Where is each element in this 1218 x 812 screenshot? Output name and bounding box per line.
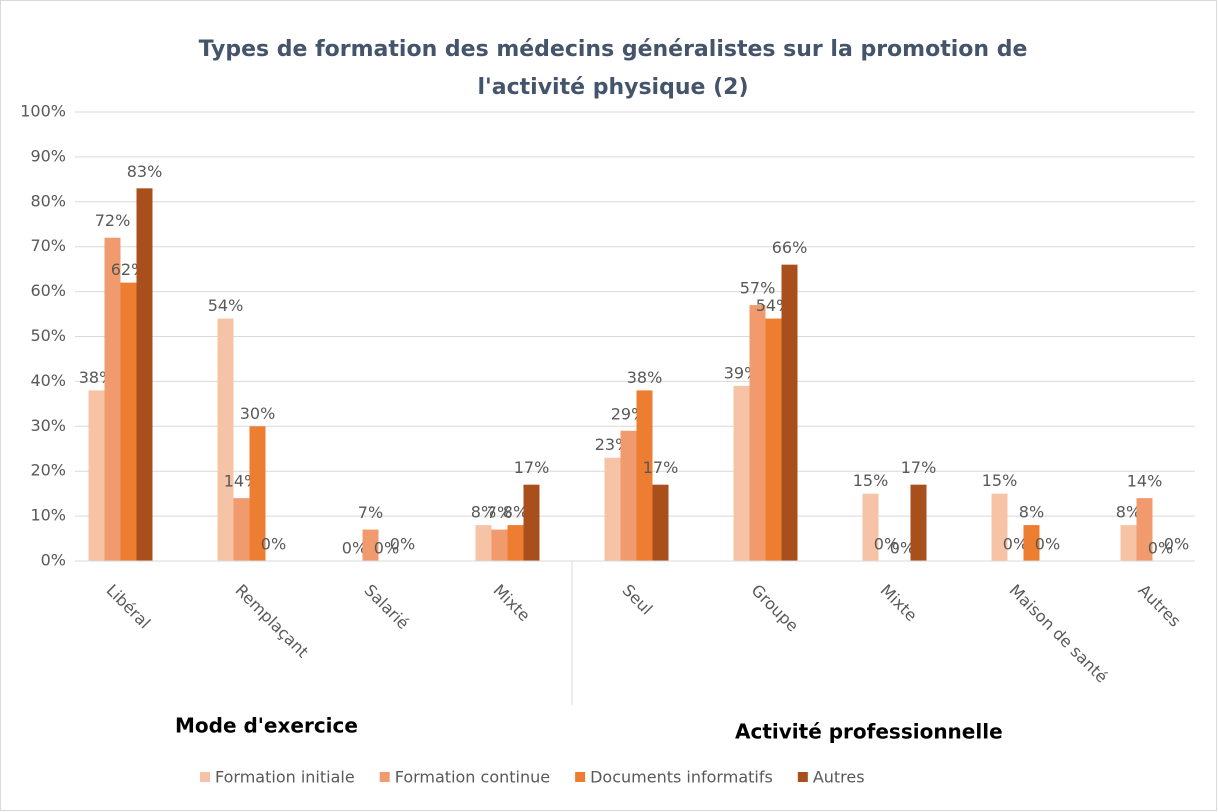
data-label: 8% bbox=[1116, 503, 1141, 522]
data-label: 15% bbox=[982, 471, 1018, 490]
data-label: 30% bbox=[240, 404, 276, 423]
data-label: 0% bbox=[374, 539, 399, 558]
bar bbox=[620, 430, 637, 561]
data-label: 17% bbox=[514, 458, 550, 477]
data-label: 66% bbox=[772, 238, 808, 257]
bar bbox=[749, 305, 766, 561]
data-label: 17% bbox=[643, 458, 679, 477]
chart-title: Types de formation des médecins générali… bbox=[199, 37, 1028, 62]
legend-swatch bbox=[379, 772, 390, 782]
bar bbox=[733, 385, 750, 561]
data-label: 0% bbox=[1164, 535, 1189, 554]
data-label: 83% bbox=[127, 162, 163, 181]
bar bbox=[781, 264, 798, 561]
bar bbox=[217, 318, 234, 561]
y-tick-label: 70% bbox=[30, 236, 66, 255]
legend-label: Documents informatifs bbox=[590, 768, 773, 787]
data-label: 0% bbox=[1148, 539, 1173, 558]
data-label: 0% bbox=[874, 535, 899, 554]
bar bbox=[233, 498, 250, 561]
data-label: 8% bbox=[503, 503, 528, 522]
data-label: 7% bbox=[358, 503, 383, 522]
bar bbox=[1120, 525, 1137, 561]
data-label: 57% bbox=[740, 279, 776, 298]
data-label: 72% bbox=[95, 211, 131, 230]
data-label: 0% bbox=[342, 539, 367, 558]
bar bbox=[765, 318, 782, 561]
data-label: 0% bbox=[890, 539, 915, 558]
data-label: 0% bbox=[1035, 535, 1060, 554]
group-label: Mode d'exercice bbox=[175, 714, 358, 738]
bar bbox=[362, 529, 379, 561]
bar bbox=[1023, 525, 1040, 561]
data-label: 0% bbox=[390, 535, 415, 554]
bar bbox=[910, 484, 927, 561]
bar bbox=[652, 484, 669, 561]
bar bbox=[104, 237, 121, 561]
bar bbox=[475, 525, 492, 561]
y-tick-label: 20% bbox=[30, 461, 66, 480]
bar bbox=[991, 493, 1008, 561]
data-label: 8% bbox=[471, 503, 496, 522]
legend-label: Formation continue bbox=[395, 768, 550, 787]
bar bbox=[636, 390, 653, 561]
y-tick-label: 40% bbox=[30, 371, 66, 390]
bar bbox=[249, 426, 266, 561]
y-tick-label: 80% bbox=[30, 191, 66, 210]
y-tick-label: 90% bbox=[30, 146, 66, 165]
legend-swatch bbox=[797, 772, 808, 782]
data-label: 8% bbox=[1019, 503, 1044, 522]
data-label: 0% bbox=[1003, 535, 1028, 554]
bar bbox=[523, 484, 540, 561]
legend-label: Autres bbox=[813, 768, 865, 787]
bar bbox=[1136, 498, 1153, 561]
legend-swatch bbox=[200, 772, 210, 782]
data-label: 0% bbox=[261, 535, 286, 554]
bar bbox=[136, 188, 153, 561]
legend-swatch bbox=[575, 772, 586, 782]
y-tick-label: 0% bbox=[41, 551, 66, 570]
bar bbox=[862, 493, 879, 561]
bar bbox=[507, 525, 524, 561]
y-tick-label: 100% bbox=[20, 102, 66, 121]
y-tick-label: 10% bbox=[30, 506, 66, 525]
y-tick-label: 60% bbox=[30, 281, 66, 300]
data-label: 7% bbox=[487, 503, 512, 522]
bar bbox=[604, 457, 621, 561]
chart-title: l'activité physique (2) bbox=[478, 75, 749, 100]
data-label: 15% bbox=[853, 471, 889, 490]
bar bbox=[88, 390, 105, 561]
bar bbox=[120, 282, 137, 561]
group-label: Activité professionnelle bbox=[735, 720, 1003, 744]
data-label: 14% bbox=[1127, 472, 1163, 491]
bar bbox=[491, 529, 508, 561]
data-label: 54% bbox=[208, 296, 244, 315]
y-tick-label: 50% bbox=[30, 326, 66, 345]
data-label: 17% bbox=[901, 458, 937, 477]
legend-label: Formation initiale bbox=[215, 768, 355, 787]
data-label: 38% bbox=[627, 368, 663, 387]
y-tick-label: 30% bbox=[30, 416, 66, 435]
